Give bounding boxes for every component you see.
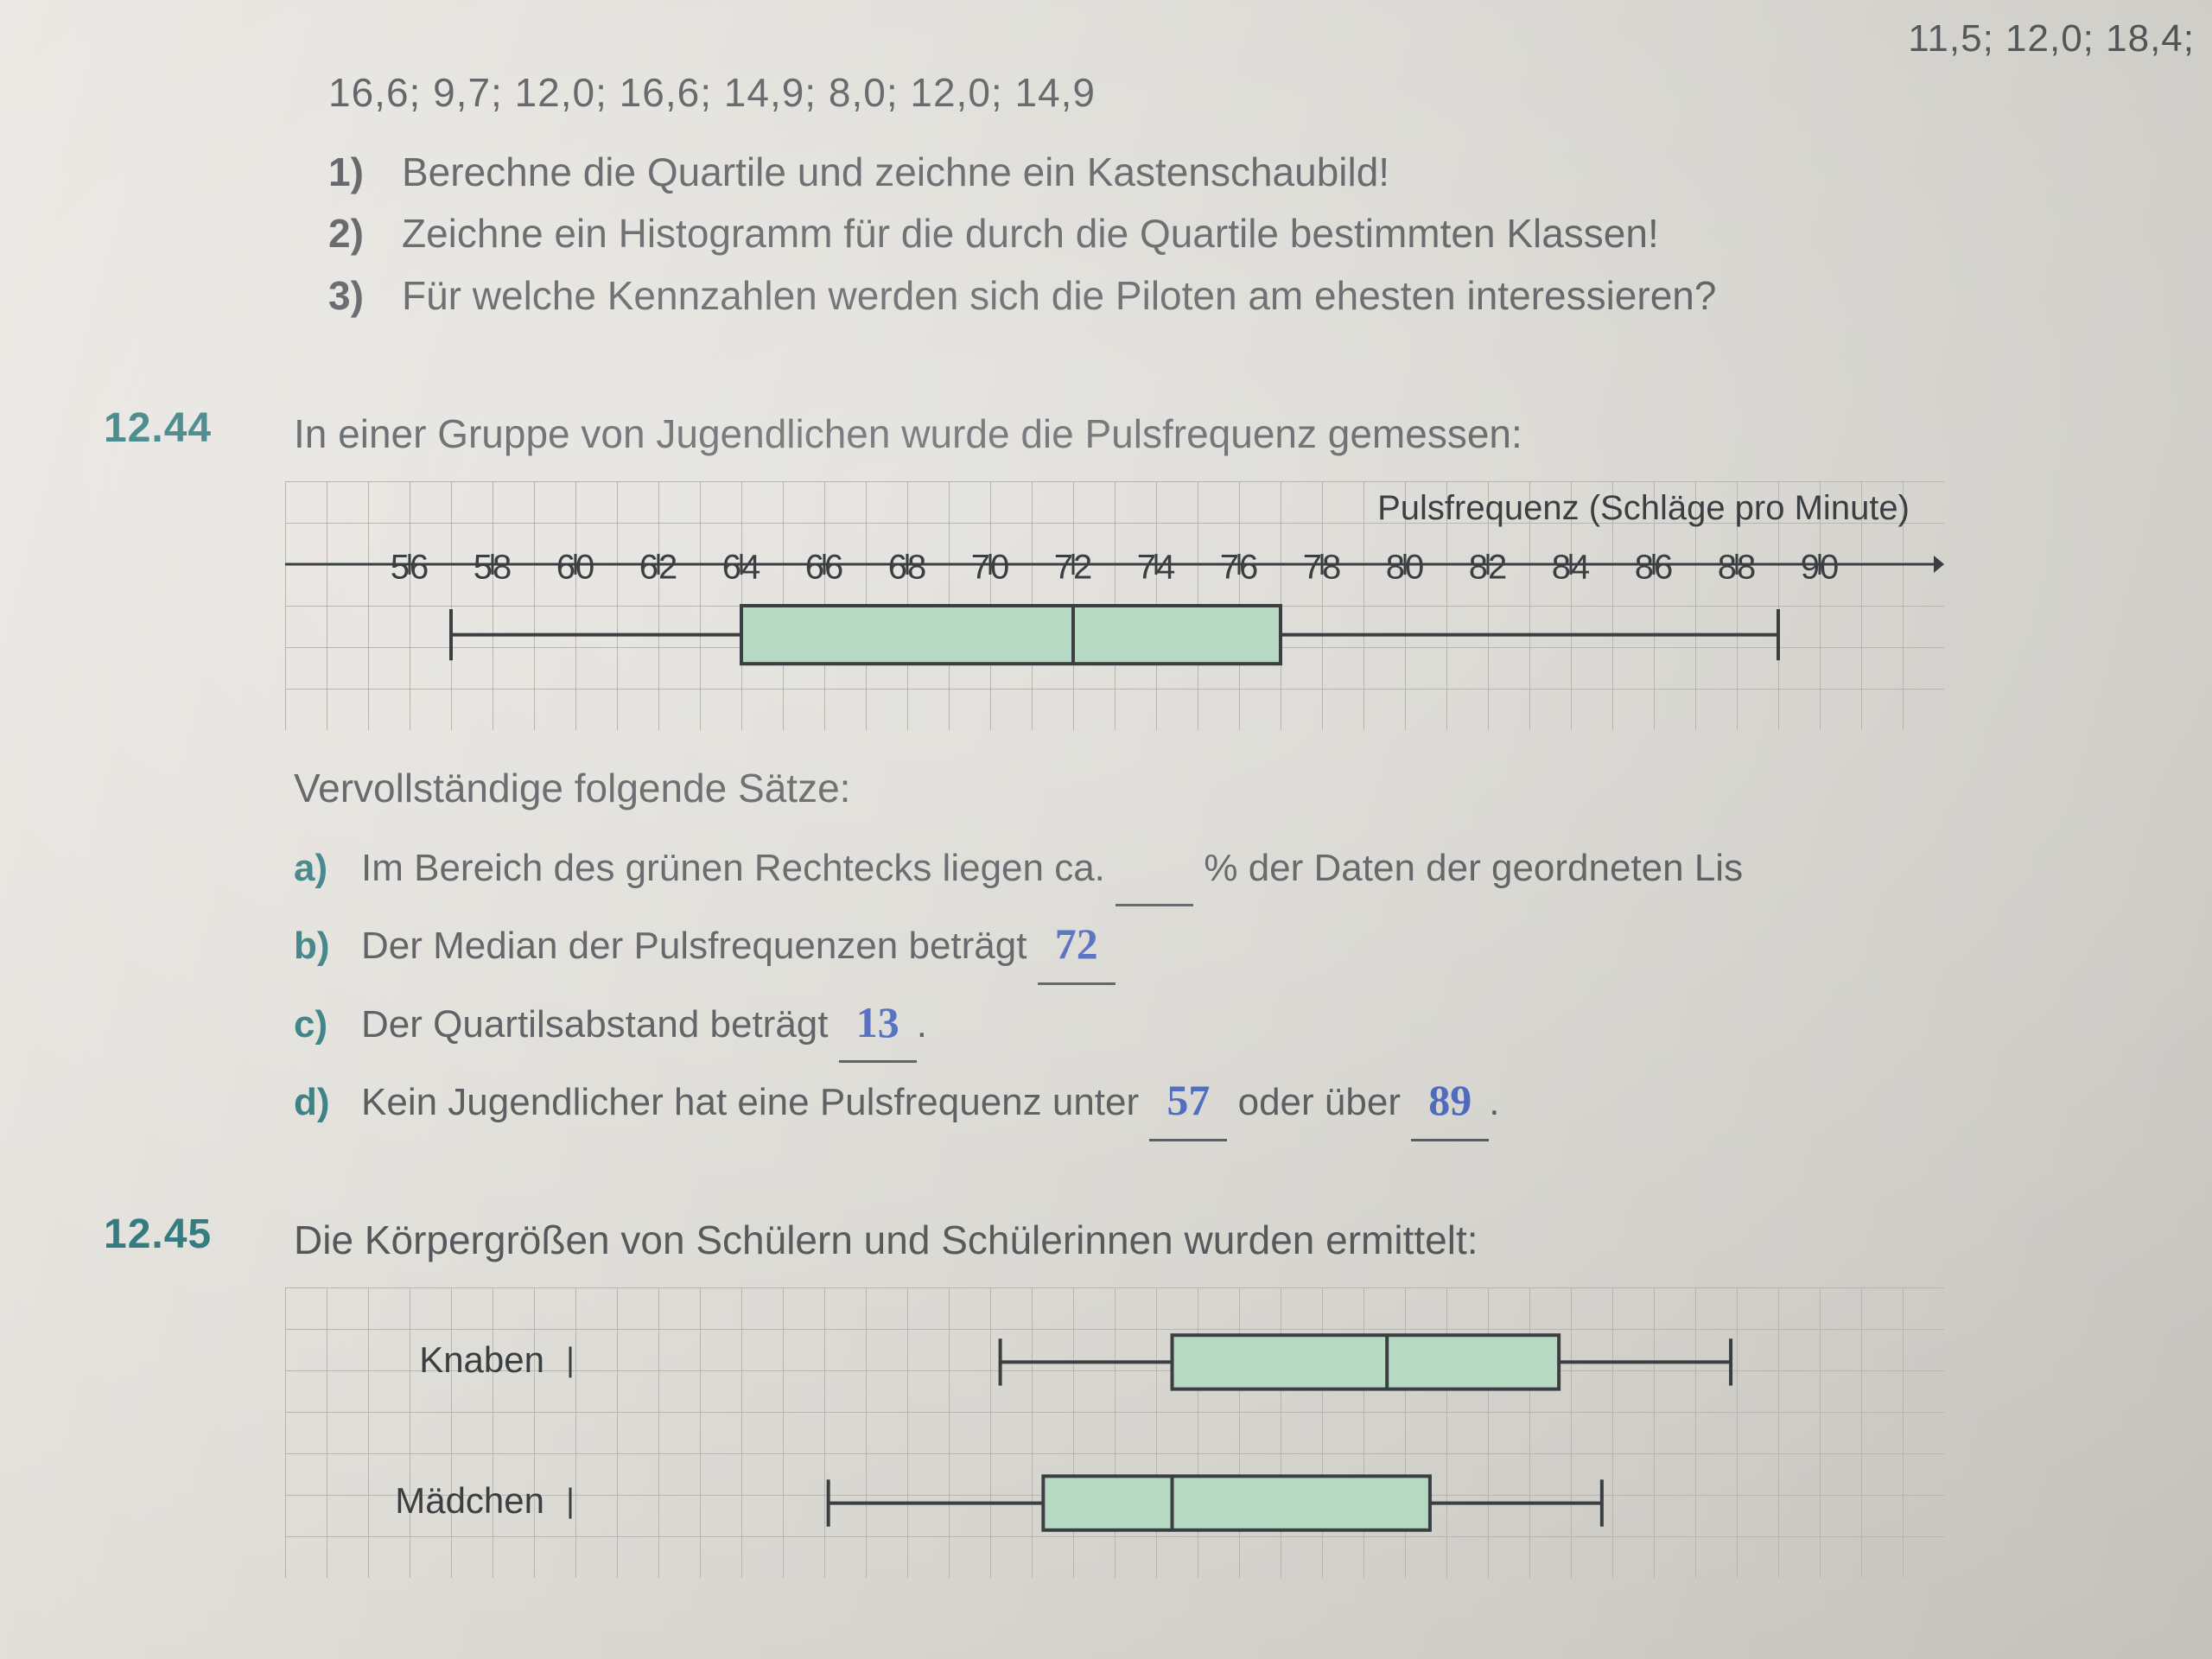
sub-letter: c) <box>294 991 337 1058</box>
svg-text:66: 66 <box>805 548 844 586</box>
svg-text:88: 88 <box>1718 548 1757 586</box>
exercise-intro: Die Körpergrößen von Schülern und Schüle… <box>294 1211 2160 1270</box>
question-text: Berechne die Quartile und zeichne ein Ka… <box>402 142 2160 203</box>
handwritten-answer: 72 <box>1055 919 1098 968</box>
question-row: 3) Für welche Kennzahlen werden sich die … <box>328 265 2160 327</box>
boxplot-svg: 56 58 60 62 64 66 68 70 72 74 76 78 80 82 84 86 88 90 <box>285 481 1944 730</box>
question-text: Für welche Kennzahlen werden sich die Pi… <box>402 265 2160 327</box>
boxplot-koerpergroessen: Knaben Mädchen <box>285 1287 1944 1578</box>
sub-question-row: d) Kein Jugendlicher hat eine Pulsfrequen… <box>294 1063 2160 1141</box>
complete-sentences-title: Vervollständige folgende Sätze: <box>294 765 2160 811</box>
answer-blank[interactable]: 72 <box>1038 906 1116 985</box>
data-values-line: 16,6; 9,7; 12,0; 16,6; 14,9; 8,0; 12,0; … <box>328 69 2160 116</box>
svg-text:76: 76 <box>1220 548 1259 586</box>
answer-blank[interactable]: 13 <box>839 985 917 1064</box>
exercise-number: 12.44 <box>104 404 251 1141</box>
sub-question-list: a) Im Bereich des grünen Rechtecks liegen… <box>294 829 2160 1141</box>
question-row: 2) Zeichne ein Histogramm für die durch d… <box>328 203 2160 264</box>
handwritten-answer: 13 <box>856 998 899 1046</box>
previous-question-list: 1) Berechne die Quartile und zeichne ein … <box>328 142 2160 327</box>
handwritten-answer <box>1149 842 1160 890</box>
sub-text: Im Bereich des grünen Rechtecks liegen c… <box>361 829 2160 907</box>
svg-text:82: 82 <box>1469 548 1508 586</box>
exercise-12-45: 12.45 Die Körpergrößen von Schülern und … <box>104 1211 2160 1612</box>
svg-text:80: 80 <box>1386 548 1425 586</box>
boxplot-svg <box>285 1287 1944 1578</box>
series-label: Mädchen <box>285 1480 544 1522</box>
svg-text:72: 72 <box>1054 548 1093 586</box>
sub-question-row: c) Der Quartilsabstand beträgt 13. <box>294 985 2160 1064</box>
sub-text: Der Quartilsabstand beträgt 13. <box>361 985 2160 1064</box>
svg-text:84: 84 <box>1552 548 1591 586</box>
answer-blank[interactable]: 89 <box>1411 1063 1489 1141</box>
question-text: Zeichne ein Histogramm für die durch die… <box>402 203 2160 264</box>
svg-text:62: 62 <box>639 548 678 586</box>
sub-letter: a) <box>294 835 337 901</box>
sub-letter: d) <box>294 1069 337 1135</box>
svg-text:90: 90 <box>1801 548 1840 586</box>
handwritten-answer: 57 <box>1166 1076 1210 1124</box>
exercise-12-44: 12.44 In einer Gruppe von Jugendlichen w… <box>104 404 2160 1141</box>
sub-text: Kein Jugendlicher hat eine Pulsfrequenz … <box>361 1063 2160 1141</box>
question-number: 1) <box>328 142 376 203</box>
boxplot-pulsfrequenz: Pulsfrequenz (Schläge pro Minute)5658606… <box>285 481 1944 730</box>
svg-text:64: 64 <box>722 548 761 586</box>
sub-question-row: a) Im Bereich des grünen Rechtecks liegen… <box>294 829 2160 907</box>
series-label: Knaben <box>285 1339 544 1381</box>
answer-blank[interactable] <box>1116 829 1193 907</box>
svg-text:60: 60 <box>556 548 595 586</box>
svg-text:58: 58 <box>474 548 512 586</box>
question-number: 3) <box>328 265 376 327</box>
question-row: 1) Berechne die Quartile und zeichne ein … <box>328 142 2160 203</box>
svg-text:68: 68 <box>888 548 927 586</box>
svg-text:56: 56 <box>391 548 429 586</box>
answer-blank[interactable]: 57 <box>1149 1063 1227 1141</box>
svg-text:70: 70 <box>971 548 1010 586</box>
svg-text:74: 74 <box>1137 548 1176 586</box>
exercise-number: 12.45 <box>104 1211 251 1612</box>
prev-exercise-fragment: 11,5; 12,0; 18,4; <box>104 17 2195 60</box>
sub-letter: b) <box>294 912 337 979</box>
exercise-intro: In einer Gruppe von Jugendlichen wurde d… <box>294 404 2160 464</box>
sub-text: Der Median der Pulsfrequenzen beträgt 72 <box>361 906 2160 985</box>
svg-text:78: 78 <box>1303 548 1342 586</box>
sub-question-row: b) Der Median der Pulsfrequenzen beträgt … <box>294 906 2160 985</box>
svg-text:86: 86 <box>1635 548 1674 586</box>
question-number: 2) <box>328 203 376 264</box>
handwritten-answer: 89 <box>1428 1076 1471 1124</box>
